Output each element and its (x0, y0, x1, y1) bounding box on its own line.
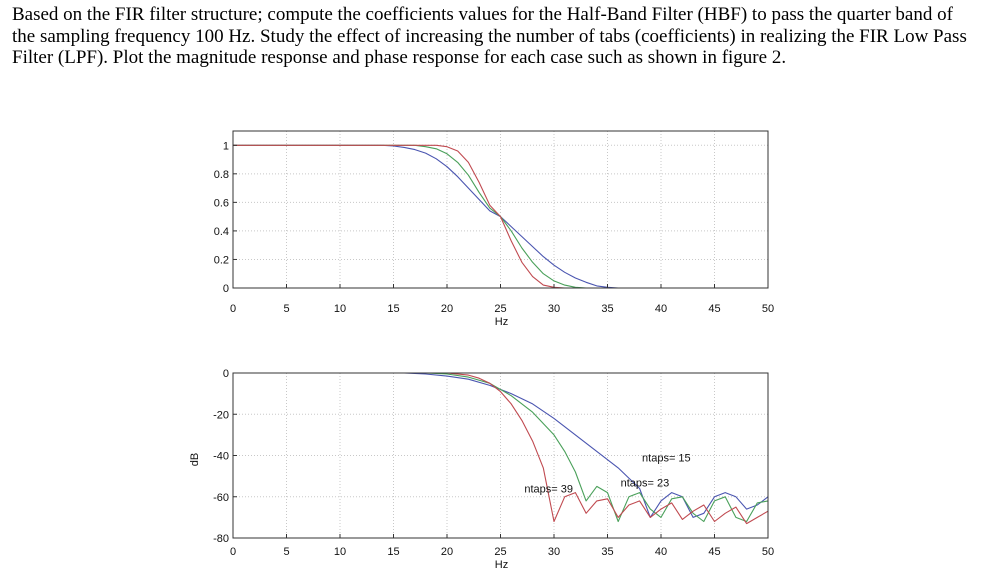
db-response-chart: 0 5 10 15 20 25 30 35 40 45 50 0 -20 -40 -60 -80 Hz dB nta… (190, 368, 774, 571)
mag-y-tick-label: 0 (223, 283, 229, 295)
db-x-tick-label: 50 (762, 546, 774, 558)
mag-y-tick-label: 1 (223, 140, 229, 152)
db-x-tick-label: 0 (230, 546, 236, 558)
mag-x-tick-label: 25 (494, 303, 506, 315)
db-y-axis-label: dB (190, 453, 201, 466)
db-x-tick-label: 20 (441, 546, 453, 558)
db-series-2 (233, 372, 769, 525)
mag-x-tick-label: 0 (230, 303, 236, 315)
db-series-1 (233, 372, 769, 523)
db-x-tick-label: 15 (387, 546, 399, 558)
db-x-tick-label: 5 (283, 546, 289, 558)
figure-2: 0 5 10 15 20 25 30 35 40 45 50 1 0.8 0.6 0.4 0.2 0 Hz 0 5 1… (190, 120, 790, 571)
db-annotation-0: ntaps= 15 (642, 453, 691, 465)
mag-x-tick-label: 40 (655, 303, 667, 315)
db-annotation-1: ntaps= 23 (621, 477, 670, 489)
mag-x-tick-label: 20 (441, 303, 453, 315)
magnitude-response-chart: 0 5 10 15 20 25 30 35 40 45 50 1 0.8 0.6 0.4 0.2 0 Hz (214, 130, 774, 328)
mag-x-tick-label: 10 (334, 303, 346, 315)
db-y-tick-label: -80 (213, 533, 229, 545)
mag-y-tick-label: 0.2 (214, 254, 229, 266)
db-x-axis-label: Hz (495, 559, 508, 571)
db-x-tick-label: 35 (601, 546, 613, 558)
mag-x-tick-label: 45 (708, 303, 720, 315)
db-x-tick-label: 30 (548, 546, 560, 558)
mag-x-tick-label: 15 (387, 303, 399, 315)
mag-x-tick-label: 30 (548, 303, 560, 315)
db-y-tick-label: -60 (213, 492, 229, 504)
db-y-tick-label: 0 (223, 368, 229, 380)
problem-statement: Based on the FIR filter structure; compu… (12, 4, 967, 68)
mag-series-2 (233, 144, 768, 289)
mag-y-tick-label: 0.8 (214, 169, 229, 181)
db-x-tick-label: 25 (494, 546, 506, 558)
db-y-tick-label: -40 (213, 451, 229, 463)
mag-y-tick-label: 0.4 (214, 226, 229, 238)
db-y-tick-label: -20 (213, 409, 229, 421)
mag-x-axis-label: Hz (495, 316, 508, 328)
db-x-tick-label: 45 (708, 546, 720, 558)
mag-x-tick-label: 35 (601, 303, 613, 315)
db-x-tick-label: 10 (334, 546, 346, 558)
mag-x-tick-label: 50 (762, 303, 774, 315)
mag-x-tick-label: 5 (283, 303, 289, 315)
db-annotation-2: ntaps= 39 (524, 484, 573, 496)
db-series-0 (233, 372, 769, 518)
mag-y-tick-label: 0.6 (214, 197, 229, 209)
db-x-tick-label: 40 (655, 546, 667, 558)
